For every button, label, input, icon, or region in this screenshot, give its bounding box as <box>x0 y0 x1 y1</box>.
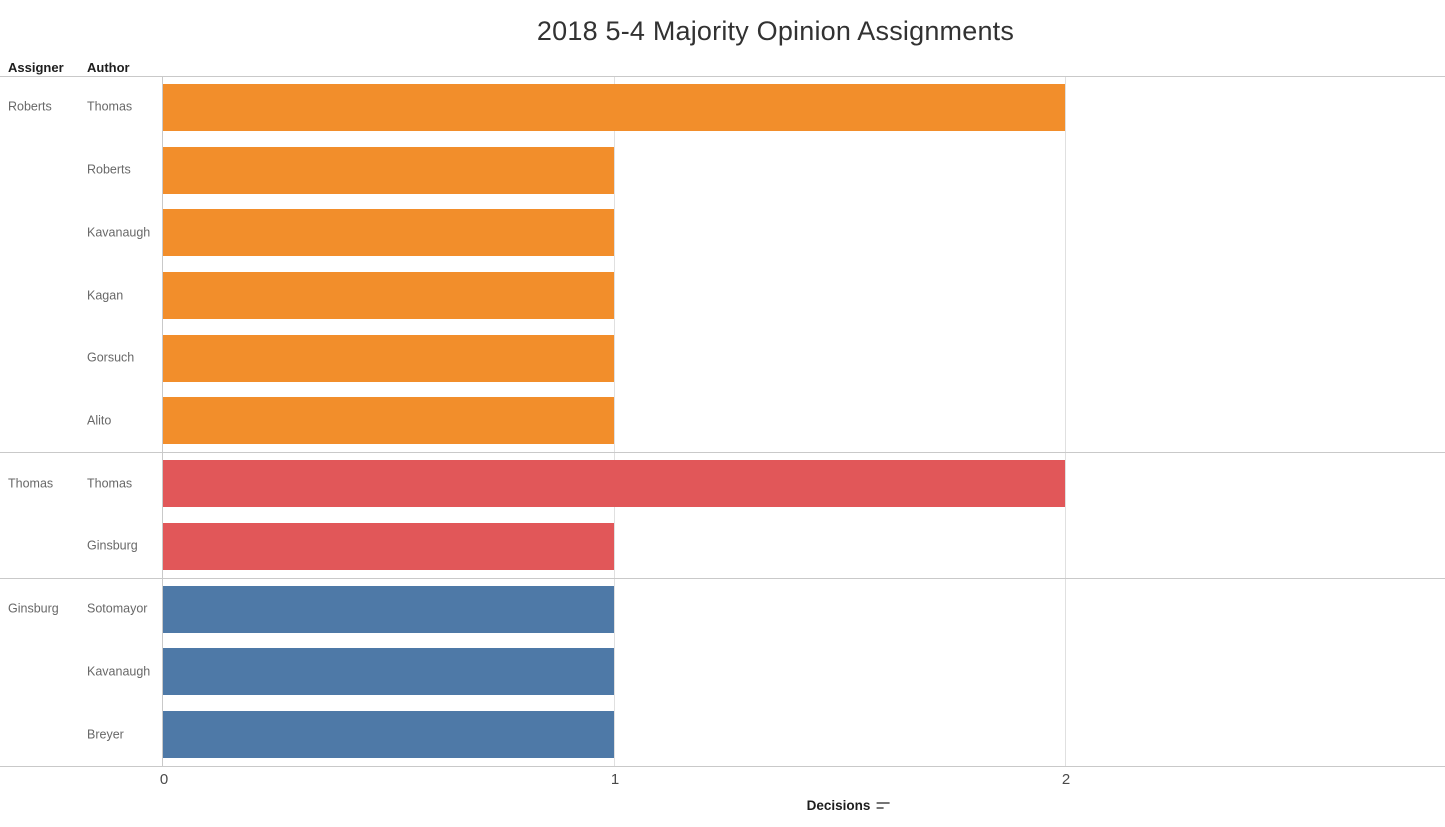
x-axis-title[interactable]: Decisions <box>807 798 890 813</box>
assigner-label[interactable]: Thomas <box>8 476 54 491</box>
author-label[interactable]: Sotomayor <box>87 601 148 616</box>
bar-row: Roberts <box>0 139 1445 202</box>
author-label[interactable]: Kavanaugh <box>87 664 151 679</box>
x-tick-label: 2 <box>1061 771 1071 788</box>
bar-row: Thomas Thomas <box>0 452 1445 515</box>
bar[interactable] <box>163 272 614 320</box>
chart-title: 2018 5-4 Majority Opinion Assignments <box>536 16 1015 46</box>
assigner-label[interactable]: Roberts <box>8 99 52 114</box>
assigner-label[interactable]: Ginsburg <box>8 601 59 616</box>
header-border-line <box>0 76 1445 77</box>
x-axis-title-text: Decisions <box>806 798 871 813</box>
x-tick-label: 0 <box>159 771 169 788</box>
bar-row: Kagan <box>0 264 1445 327</box>
bar-row: Kavanaugh <box>0 641 1445 704</box>
x-tick-label: 1 <box>610 771 620 788</box>
y-axis-line <box>162 76 163 766</box>
bar[interactable] <box>163 522 614 570</box>
bar[interactable] <box>163 209 614 257</box>
x-axis-line <box>0 766 1445 767</box>
author-label[interactable]: Alito <box>87 413 112 428</box>
bar[interactable] <box>163 460 1065 508</box>
author-label[interactable]: Roberts <box>87 162 131 177</box>
bar[interactable] <box>163 711 614 759</box>
gridline-x-2 <box>1065 76 1066 766</box>
author-label[interactable]: Thomas <box>87 99 133 114</box>
author-label[interactable]: Kagan <box>87 288 124 303</box>
bar[interactable] <box>163 397 614 445</box>
column-header-author[interactable]: Author <box>87 60 130 75</box>
author-label[interactable]: Kavanaugh <box>87 225 151 240</box>
bar-row: Ginsburg <box>0 515 1445 578</box>
bar[interactable] <box>163 648 614 696</box>
gridline-x-1 <box>614 76 615 766</box>
bar[interactable] <box>163 585 614 633</box>
column-header-assigner[interactable]: Assigner <box>8 60 64 75</box>
bar-row: Roberts Thomas <box>0 76 1445 139</box>
bar-row: Kavanaugh <box>0 201 1445 264</box>
author-label[interactable]: Breyer <box>87 727 124 742</box>
author-label[interactable]: Thomas <box>87 476 133 491</box>
bar-row: Alito <box>0 390 1445 453</box>
bar-row: Breyer <box>0 703 1445 766</box>
bar[interactable] <box>163 146 614 194</box>
author-label[interactable]: Gorsuch <box>87 350 135 365</box>
bar[interactable] <box>163 334 614 382</box>
bar[interactable] <box>163 83 1065 131</box>
section-separator <box>0 452 1445 454</box>
bar-row: Gorsuch <box>0 327 1445 390</box>
sort-descending-icon[interactable] <box>876 801 890 810</box>
section-separator <box>0 577 1445 579</box>
bar-row: Ginsburg Sotomayor <box>0 578 1445 641</box>
author-label[interactable]: Ginsburg <box>87 538 138 553</box>
